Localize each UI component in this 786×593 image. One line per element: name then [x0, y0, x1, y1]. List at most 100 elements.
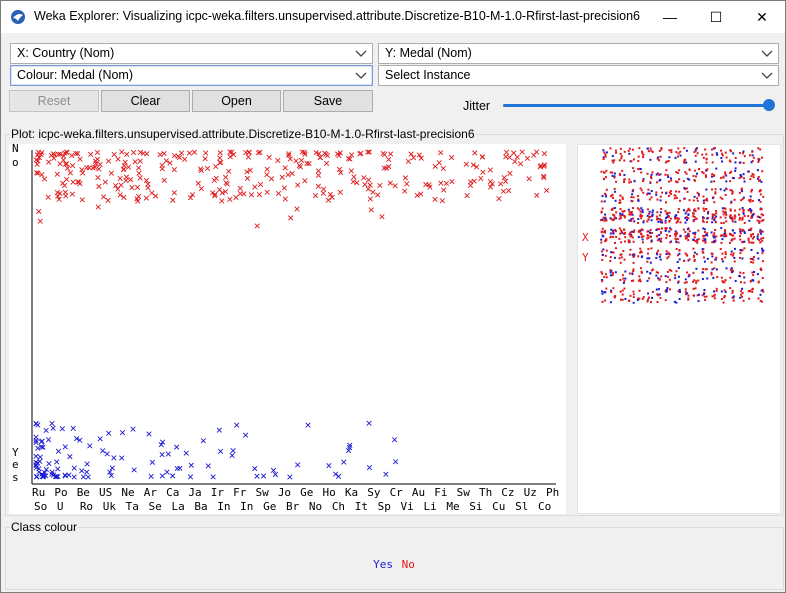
legend-label-no[interactable]: No — [401, 558, 415, 571]
data-point-no — [45, 194, 51, 200]
data-point-no — [36, 155, 43, 161]
data-point-no — [35, 158, 41, 164]
data-point-no — [108, 170, 115, 176]
x-tick-label: No — [309, 500, 322, 513]
data-point-yes — [54, 459, 60, 465]
data-point-yes — [187, 474, 194, 480]
data-point-no — [324, 152, 331, 159]
x-tick-label: Fr — [233, 486, 247, 499]
data-point-no — [266, 154, 272, 160]
data-point-no — [84, 164, 90, 171]
data-point-no — [286, 151, 292, 157]
data-point-no — [189, 192, 196, 198]
data-point-no — [247, 167, 253, 173]
reset-button[interactable]: Reset — [9, 90, 99, 112]
data-point-yes — [366, 420, 372, 426]
data-point-no — [60, 157, 67, 163]
x-axis-select[interactable]: X: Country (Nom) — [10, 43, 373, 64]
x-tick-label: Uz — [524, 486, 537, 499]
data-point-yes — [392, 459, 399, 465]
data-point-no — [64, 165, 71, 171]
maximize-button[interactable]: ☐ — [709, 8, 723, 25]
data-point-no — [306, 161, 312, 167]
data-point-no — [264, 172, 270, 178]
data-point-yes — [71, 465, 77, 471]
chevron-down-icon — [761, 50, 773, 57]
y-tick-label: s — [12, 471, 19, 484]
data-point-no — [157, 152, 163, 158]
data-point-no — [115, 156, 121, 162]
data-point-yes — [70, 425, 76, 431]
data-point-no — [357, 151, 363, 157]
select-instance-select[interactable]: Select Instance — [378, 65, 779, 86]
clear-button[interactable]: Clear — [101, 90, 190, 112]
data-point-yes — [174, 465, 180, 472]
data-point-yes — [106, 430, 112, 436]
data-point-no — [386, 156, 392, 163]
data-point-no — [275, 190, 282, 197]
data-point-yes — [74, 435, 80, 442]
data-point-yes — [84, 469, 90, 475]
data-point-no — [191, 149, 198, 155]
save-button[interactable]: Save — [283, 90, 373, 112]
data-point-no — [212, 193, 218, 199]
data-point-no — [404, 181, 410, 187]
data-point-no — [171, 153, 178, 159]
y-axis-select[interactable]: Y: Medal (Nom) — [378, 43, 779, 64]
data-point-no — [377, 182, 383, 189]
data-point-no — [519, 149, 525, 155]
data-point-yes — [205, 463, 211, 469]
data-point-no — [329, 194, 335, 200]
legend-label-yes[interactable]: Yes — [373, 558, 393, 571]
data-point-yes — [45, 437, 52, 443]
data-point-yes — [346, 444, 353, 451]
data-point-no — [470, 162, 476, 168]
data-point-no — [323, 160, 330, 166]
data-point-no — [222, 188, 229, 195]
colour-select[interactable]: Colour: Medal (Nom) — [10, 65, 373, 86]
jitter-slider-track[interactable] — [503, 104, 769, 107]
data-point-no — [287, 156, 293, 162]
x-tick-label: Po — [54, 486, 67, 499]
x-tick-label: Sy — [367, 486, 381, 499]
data-point-no — [346, 155, 352, 162]
data-point-no — [161, 177, 167, 183]
data-point-no — [282, 196, 288, 202]
data-point-no — [39, 171, 45, 178]
data-point-no — [219, 198, 225, 204]
data-point-no — [143, 177, 150, 184]
matrix-row — [600, 167, 764, 184]
x-tick-label: Vi — [401, 500, 414, 513]
data-point-yes — [148, 473, 154, 479]
data-point-no — [338, 170, 344, 176]
data-point-no — [294, 206, 300, 212]
data-point-no — [414, 192, 420, 198]
data-point-no — [375, 192, 381, 198]
data-point-no — [102, 179, 108, 185]
data-point-no — [500, 188, 507, 194]
jitter-slider-thumb[interactable] — [763, 99, 775, 111]
data-point-no — [392, 183, 398, 189]
data-point-no — [320, 190, 326, 196]
data-point-no — [77, 156, 83, 162]
data-point-yes — [165, 451, 171, 457]
data-point-no — [161, 150, 167, 157]
data-point-no — [426, 182, 432, 188]
data-point-no — [507, 170, 513, 177]
close-button[interactable]: ✕ — [756, 8, 768, 25]
data-point-no — [135, 193, 142, 200]
x-tick-label: Ba — [194, 500, 207, 513]
x-tick-label: US — [99, 486, 112, 499]
data-point-no — [367, 182, 373, 188]
data-point-no — [187, 195, 194, 201]
data-point-no — [487, 167, 493, 173]
open-button[interactable]: Open — [192, 90, 281, 112]
data-point-no — [478, 175, 484, 182]
data-point-no — [365, 149, 371, 155]
data-point-no — [202, 156, 208, 162]
data-point-no — [36, 208, 42, 215]
data-point-yes — [107, 469, 113, 475]
minimize-button[interactable]: — — [663, 9, 677, 25]
